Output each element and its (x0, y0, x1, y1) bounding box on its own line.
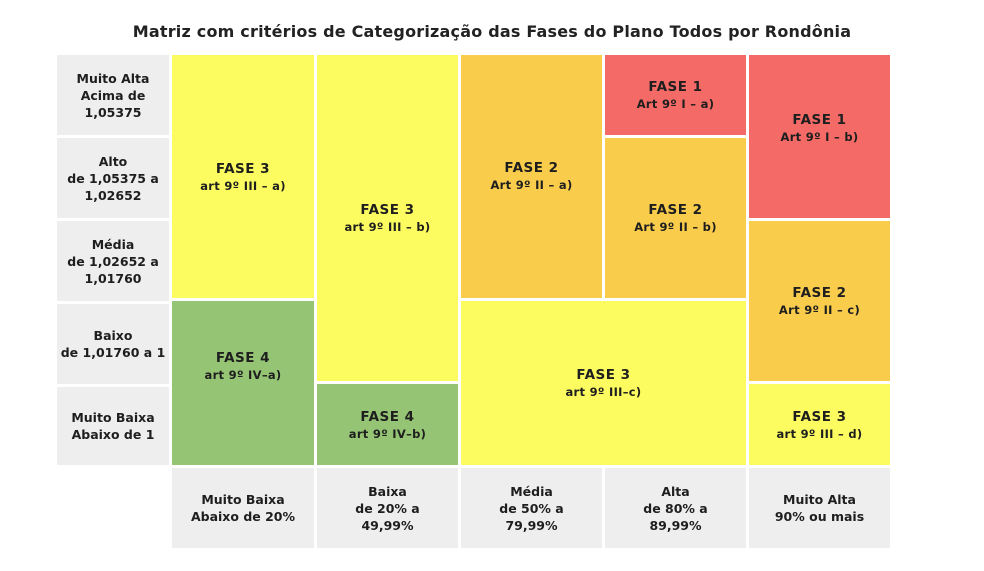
col-label-muito-baixa: Muito Baixa Abaixo de 20% (172, 468, 314, 548)
phase-block-fase1-a: FASE 1 Art 9º I – a) (605, 55, 746, 135)
col-label-line: Muito Alta (783, 492, 856, 507)
phase-name: FASE 2 (648, 202, 703, 218)
col-label-line: de 80% a (643, 500, 708, 516)
col-label-line: de 50% a (499, 500, 564, 516)
col-label-line: 79,99% (505, 517, 558, 533)
phase-block-fase2-a: FASE 2 Art 9º II – a) (461, 55, 602, 298)
row-label-muito-baixa: Muito Baixa Abaixo de 1 (57, 387, 169, 465)
phase-name: FASE 3 (215, 160, 271, 177)
phase-block-fase3-c: FASE 3 art 9º III–c) (461, 301, 746, 465)
row-label-line: Baixo (93, 328, 133, 343)
phase-block-fase4-a: FASE 4 art 9º IV–a) (172, 301, 314, 465)
col-label-media: Média de 50% a 79,99% (461, 468, 602, 548)
row-label-muito-alta: Muito Alta Acima de 1,05375 (57, 55, 169, 135)
col-label-muito-alta: Muito Alta 90% ou mais (749, 468, 890, 548)
row-label-line: 1,01760 (84, 270, 142, 286)
row-label-line: Muito Baixa (71, 410, 155, 425)
col-label-line: Média (510, 483, 553, 499)
phase-article: Art 9º I – b) (780, 129, 859, 144)
col-label-line: Muito Baixa (201, 492, 285, 507)
col-label-line: Baixa (368, 483, 407, 499)
phase-name: FASE 3 (792, 408, 847, 425)
phase-name: FASE 2 (792, 285, 847, 301)
phase-name: FASE 4 (360, 408, 415, 425)
phase-block-fase3-a: FASE 3 art 9º III – a) (172, 55, 314, 298)
phase-name: FASE 3 (576, 367, 631, 383)
row-label-line: Média (91, 236, 135, 252)
col-label-line: 49,99% (361, 517, 414, 533)
row-label-line: 1,05375 (84, 104, 142, 120)
row-label-line: Acima de (80, 87, 146, 103)
phase-article: Art 9º I – a) (636, 97, 715, 111)
col-label-line: Abaixo de 20% (190, 509, 296, 524)
phase-article: art 9º IV–b) (348, 426, 427, 441)
col-label-line: 90% ou mais (774, 509, 865, 524)
phase-block-fase4-b: FASE 4 art 9º IV–b) (317, 384, 458, 465)
phase-name: FASE 1 (792, 111, 847, 128)
phase-name: FASE 1 (648, 79, 703, 95)
row-label-line: de 1,05375 a (67, 170, 159, 186)
phase-article: art 9º III – d) (776, 426, 863, 441)
phase-article: art 9º III – b) (344, 220, 431, 234)
row-label-line: Alto (98, 153, 128, 169)
phase-block-fase2-c: FASE 2 Art 9º II – c) (749, 221, 890, 381)
col-label-line: de 20% a (355, 500, 420, 516)
row-label-media: Média de 1,02652 a 1,01760 (57, 221, 169, 301)
row-label-alto: Alto de 1,05375 a 1,02652 (57, 138, 169, 218)
phase-article: art 9º III – a) (200, 178, 286, 193)
phase-name: FASE 3 (360, 202, 415, 218)
page-title: Matriz com critérios de Categorização da… (132, 22, 852, 41)
phase-name: FASE 2 (504, 159, 559, 176)
col-label-baixa: Baixa de 20% a 49,99% (317, 468, 458, 548)
row-label-line: de 1,01760 a 1 (60, 345, 166, 360)
col-label-line: 89,99% (649, 517, 702, 533)
phase-article: art 9º III–c) (565, 385, 642, 399)
row-label-line: 1,02652 (84, 187, 142, 203)
phase-block-fase2-b: FASE 2 Art 9º II – b) (605, 138, 746, 298)
row-label-baixo: Baixo de 1,01760 a 1 (57, 304, 169, 384)
phase-name: FASE 4 (215, 350, 271, 366)
phase-article: Art 9º II – c) (778, 303, 861, 317)
phase-block-fase3-b: FASE 3 art 9º III – b) (317, 55, 458, 381)
row-label-line: de 1,02652 a (67, 253, 159, 269)
phase-block-fase3-d: FASE 3 art 9º III – d) (749, 384, 890, 465)
phase-article: Art 9º II – a) (490, 177, 573, 192)
phase-article: art 9º IV–a) (204, 368, 282, 382)
phase-block-fase1-b: FASE 1 Art 9º I – b) (749, 55, 890, 218)
col-label-line: Alta (661, 483, 690, 499)
row-label-line: Muito Alta (76, 70, 150, 86)
col-label-alta: Alta de 80% a 89,99% (605, 468, 746, 548)
row-label-line: Abaixo de 1 (71, 427, 155, 442)
phase-article: Art 9º II – b) (634, 220, 717, 234)
